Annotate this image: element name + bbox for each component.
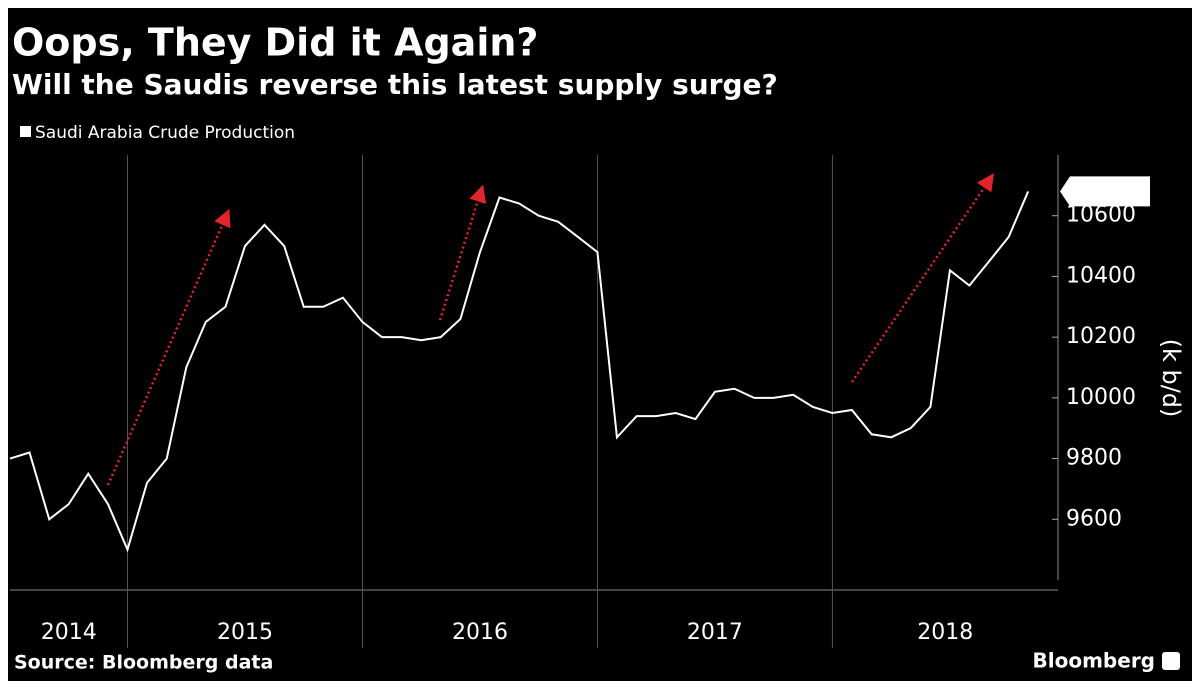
y-axis-label: (k b/d) [1157, 339, 1185, 418]
y-tick-label: 10200 [1066, 324, 1136, 349]
x-tick-label: 2018 [917, 620, 973, 645]
line [9, 191, 1030, 553]
y-tick-label: 9800 [1066, 446, 1122, 471]
x-tick-label: 2017 [687, 620, 743, 645]
arrow [850, 173, 994, 383]
last-value-label: 10680 [1075, 178, 1145, 203]
brand-icon [1162, 652, 1180, 670]
background [8, 8, 1192, 681]
y-tick-label: 10600 [1066, 203, 1136, 228]
annotation-arrows [106, 173, 994, 486]
x-tick-label: 2014 [41, 620, 97, 645]
legend-swatch [20, 126, 31, 137]
y-tick-label: 9600 [1066, 506, 1122, 531]
arrow [438, 184, 487, 321]
last-value-box [1060, 176, 1150, 207]
y-tick-label: 10400 [1066, 263, 1136, 288]
chart-title: Oops, They Did it Again? [12, 21, 538, 65]
y-tick-label: 10000 [1066, 385, 1136, 410]
legend-label: Saudi Arabia Crude Production [35, 123, 295, 143]
x-tick-label: 2016 [452, 620, 508, 645]
brand: Bloomberg [1033, 649, 1155, 673]
source: Source: Bloomberg data [14, 652, 273, 674]
x-tick-label: 2015 [217, 620, 273, 645]
chart-subtitle: Will the Saudis reverse this latest supp… [12, 68, 778, 101]
